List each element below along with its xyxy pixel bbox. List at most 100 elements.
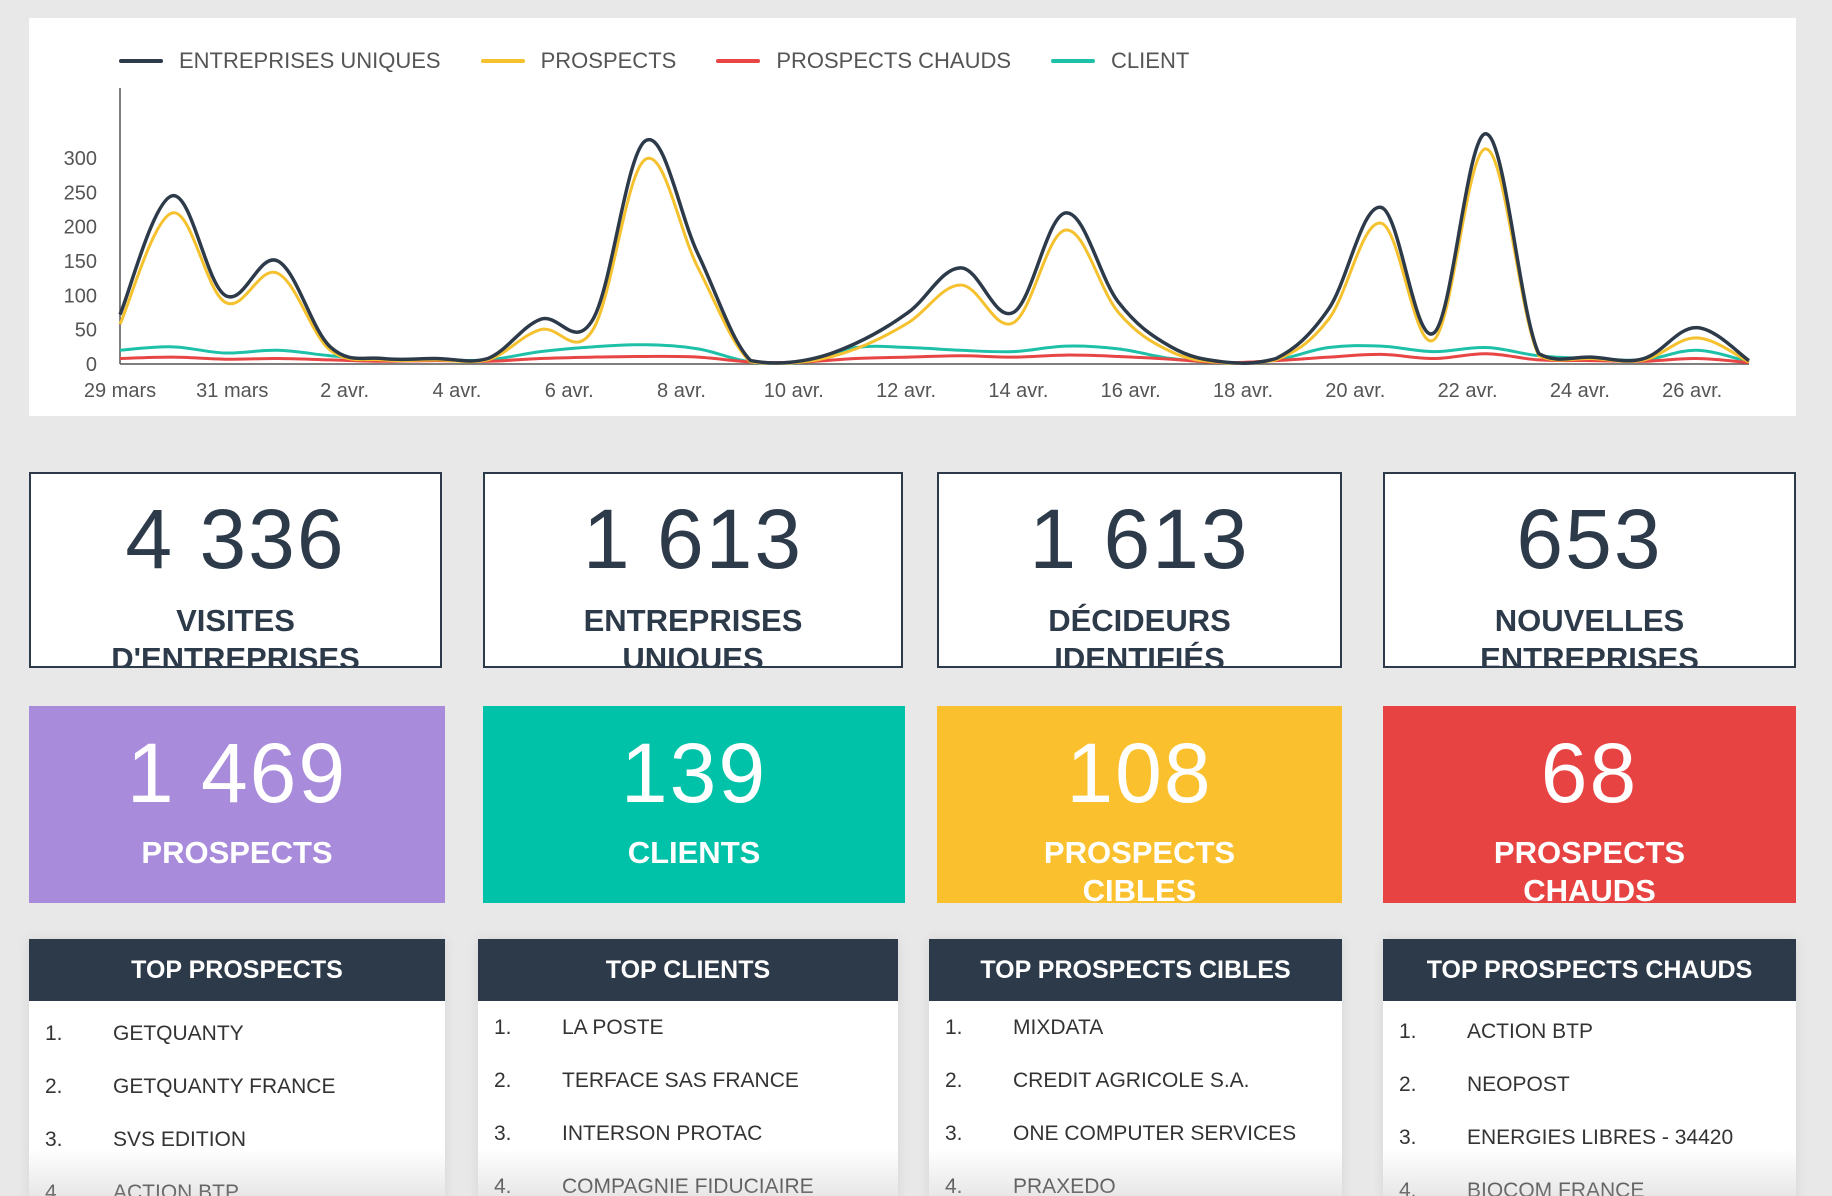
y-tick-label: 100: [64, 285, 97, 307]
list-name: TERFACE SAS FRANCE: [562, 1068, 799, 1092]
list-index: 4.: [1399, 1178, 1417, 1196]
kpi-label: PROSPECTS: [141, 835, 333, 870]
list-index: 4.: [45, 1180, 63, 1196]
kpi-label: PROSPECTS CIBLES: [1043, 835, 1236, 903]
list-index: 3.: [494, 1121, 512, 1145]
stat-value: 4 336: [125, 492, 346, 586]
list-index: 1.: [45, 1021, 63, 1045]
stat-visites-entreprises: 4 336 VISITES D'ENTREPRISES: [29, 472, 442, 668]
list-item[interactable]: 1. MIXDATA: [929, 1001, 1342, 1054]
list-index: 1.: [494, 1015, 512, 1039]
list-name: NEOPOST: [1467, 1072, 1570, 1096]
series-line-entreprises-uniques[interactable]: [118, 132, 1751, 365]
legend-swatch: [1051, 59, 1096, 63]
list-item[interactable]: 2. TERFACE SAS FRANCE: [478, 1054, 898, 1107]
list-name: CREDIT AGRICOLE S.A.: [1013, 1068, 1250, 1092]
list-item[interactable]: 2. NEOPOST: [1383, 1058, 1796, 1111]
stat-value: 1 613: [1029, 492, 1250, 586]
legend-item-prospects[interactable]: PROSPECTS: [480, 48, 677, 74]
list-item[interactable]: 4. ACTION BTP: [29, 1166, 445, 1196]
list-item[interactable]: 3. INTERSON PROTAC: [478, 1107, 898, 1160]
list-index: 3.: [945, 1121, 963, 1145]
activity-chart-card: 0 50 100 150 200 250 300 29 mars 31 mars 2 avr. 4 …: [29, 18, 1796, 416]
stat-label: DÉCIDEURS IDENTIFIÉS: [1048, 603, 1231, 668]
list-name: ACTION BTP: [113, 1180, 240, 1196]
legend-item-entreprises-uniques[interactable]: ENTREPRISES UNIQUES: [119, 48, 441, 74]
list-index: 1.: [1399, 1019, 1417, 1043]
legend-swatch: [480, 59, 525, 63]
list-item[interactable]: 1. LA POSTE: [478, 1001, 898, 1054]
stat-entreprises-uniques: 1 613 ENTREPRISES UNIQUES: [483, 472, 903, 668]
chart-legend: ENTREPRISES UNIQUES PROSPECTS PROSPECTS …: [119, 48, 1189, 74]
kpi-prospects[interactable]: 1 469 PROSPECTS: [29, 706, 445, 903]
top-prospects-list: TOP PROSPECTS 1. GETQUANTY 2. GETQUANTY FR…: [29, 939, 445, 1196]
y-tick-label: 300: [64, 148, 97, 170]
x-tick-label: 6 avr.: [545, 380, 594, 402]
kpi-prospects-cibles[interactable]: 108 PROSPECTS CIBLES: [937, 706, 1342, 903]
y-tick-label: 250: [64, 182, 97, 204]
list-title: TOP PROSPECTS CIBLES: [929, 939, 1342, 1001]
stat-value: 653: [1516, 492, 1663, 586]
list-index: 2.: [494, 1068, 512, 1092]
x-tick-label: 8 avr.: [657, 380, 706, 402]
x-tick-label: 20 avr.: [1325, 380, 1385, 402]
stat-value: 1 613: [582, 492, 804, 586]
list-name: INTERSON PROTAC: [562, 1121, 763, 1145]
legend-label: ENTREPRISES UNIQUES: [179, 48, 441, 73]
list-item[interactable]: 4. PRAXEDO: [929, 1160, 1342, 1196]
list-title: TOP PROSPECTS CHAUDS: [1383, 939, 1796, 1001]
list-title: TOP PROSPECTS: [29, 939, 445, 1001]
x-tick-label: 26 avr.: [1662, 380, 1722, 402]
x-tick-label: 2 avr.: [320, 380, 369, 402]
list-item[interactable]: 3. ONE COMPUTER SERVICES: [929, 1107, 1342, 1160]
list-index: 2.: [945, 1068, 963, 1092]
kpi-label: CLIENTS: [627, 835, 761, 870]
legend-item-prospects-chauds[interactable]: PROSPECTS CHAUDS: [716, 48, 1011, 74]
x-tick-label: 4 avr.: [432, 380, 481, 402]
x-tick-label: 16 avr.: [1101, 380, 1161, 402]
stat-label: VISITES D'ENTREPRISES: [111, 603, 360, 668]
list-item[interactable]: 1. ACTION BTP: [1383, 1005, 1796, 1058]
legend-swatch: [119, 59, 163, 63]
y-tick-label: 200: [64, 217, 97, 239]
kpi-value: 68: [1540, 726, 1639, 820]
list-item[interactable]: 4. BIOCOM FRANCE: [1383, 1164, 1796, 1196]
y-tick-label: 0: [86, 354, 97, 376]
legend-label: PROSPECTS CHAUDS: [776, 48, 1012, 73]
list-index: 4.: [945, 1174, 963, 1196]
legend-label: CLIENT: [1111, 48, 1190, 73]
list-name: ONE COMPUTER SERVICES: [1013, 1121, 1297, 1145]
list-index: 3.: [1399, 1125, 1417, 1149]
list-item[interactable]: 4. COMPAGNIE FIDUCIAIRE: [478, 1160, 898, 1196]
x-tick-label: 12 avr.: [876, 380, 936, 402]
list-item[interactable]: 3. ENERGIES LIBRES - 34420: [1383, 1111, 1796, 1164]
y-tick-label: 150: [64, 251, 97, 273]
top-clients-list: TOP CLIENTS 1. LA POSTE 2. TERFACE SAS FRA…: [478, 939, 898, 1196]
x-tick-label: 29 mars: [84, 380, 156, 402]
x-tick-label: 22 avr.: [1438, 380, 1498, 402]
legend-item-client[interactable]: CLIENT: [1051, 48, 1189, 74]
x-tick-label: 10 avr.: [764, 380, 824, 402]
list-item[interactable]: 3. SVS EDITION: [29, 1113, 445, 1166]
list-title: TOP CLIENTS: [478, 939, 898, 1001]
kpi-label: PROSPECTS CHAUDS: [1493, 835, 1686, 903]
x-tick-label: 24 avr.: [1550, 380, 1610, 402]
list-name: COMPAGNIE FIDUCIAIRE: [562, 1174, 814, 1196]
stat-decideurs-identifies: 1 613 DÉCIDEURS IDENTIFIÉS: [937, 472, 1342, 668]
kpi-prospects-chauds[interactable]: 68 PROSPECTS CHAUDS: [1383, 706, 1796, 903]
list-item[interactable]: 1. GETQUANTY: [29, 1007, 445, 1060]
x-tick-label: 18 avr.: [1213, 380, 1273, 402]
list-item[interactable]: 2. CREDIT AGRICOLE S.A.: [929, 1054, 1342, 1107]
list-index: 3.: [45, 1127, 63, 1151]
list-item[interactable]: 2. GETQUANTY FRANCE: [29, 1060, 445, 1113]
kpi-clients[interactable]: 139 CLIENTS: [483, 706, 905, 903]
list-name: ACTION BTP: [1467, 1019, 1594, 1043]
stat-nouvelles-entreprises: 653 NOUVELLES ENTREPRISES: [1383, 472, 1796, 668]
top-prospects-cibles-list: TOP PROSPECTS CIBLES 1. MIXDATA 2. CREDIT …: [929, 939, 1342, 1196]
list-index: 2.: [45, 1074, 63, 1098]
legend-label: PROSPECTS: [540, 48, 677, 73]
list-name: MIXDATA: [1013, 1015, 1104, 1039]
stat-label: NOUVELLES ENTREPRISES: [1480, 603, 1699, 668]
top-prospects-chauds-list: TOP PROSPECTS CHAUDS 1. ACTION BTP 2. NEOP…: [1383, 939, 1796, 1196]
list-name: GETQUANTY: [113, 1021, 244, 1045]
